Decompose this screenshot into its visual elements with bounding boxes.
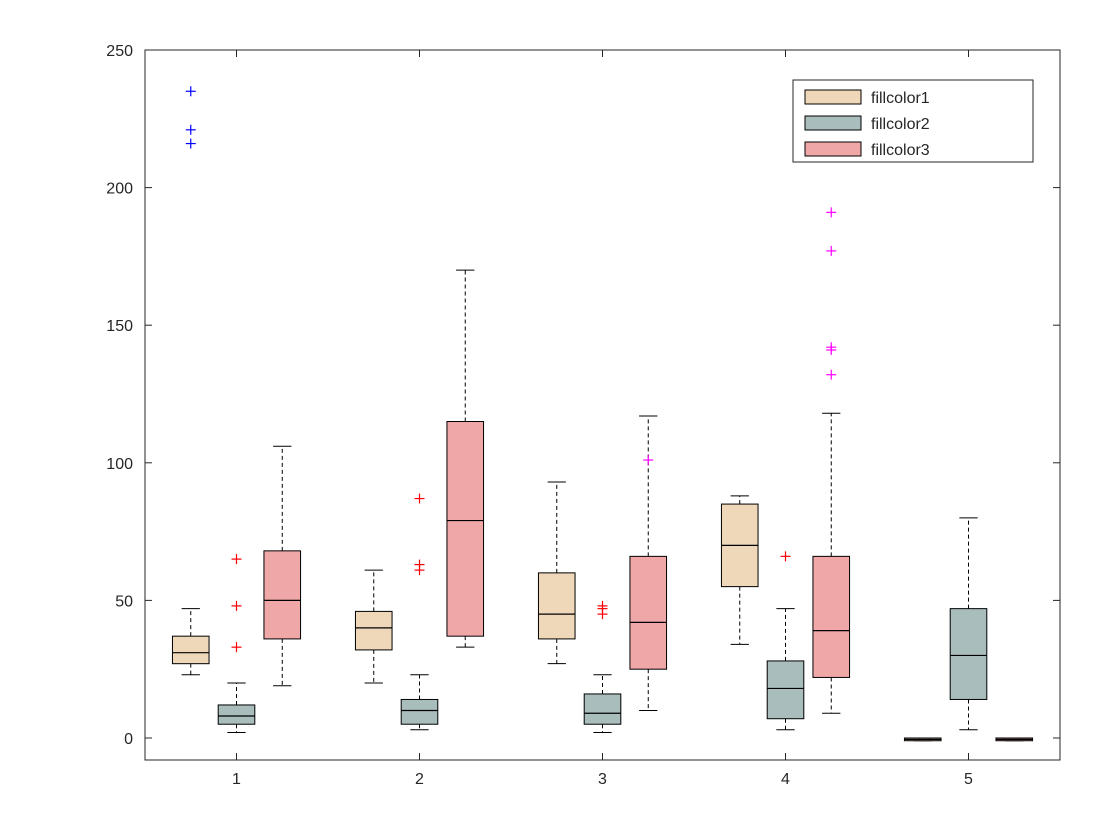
box-rect: [401, 699, 438, 724]
box-rect: [584, 694, 621, 724]
box-rect: [355, 611, 392, 650]
y-tick-label: 200: [106, 181, 133, 198]
x-tick-label: 2: [415, 771, 424, 788]
legend-label: fillcolor3: [871, 142, 930, 159]
box-rect: [172, 636, 209, 664]
chart-svg: 0 50 100 150 200 250 1 2 3 4 5 fillcolor1 fillcolor2…: [0, 0, 1120, 840]
x-tick-label: 3: [598, 771, 607, 788]
box-rect: [538, 573, 575, 639]
box-rect: [264, 551, 301, 639]
box-rect: [950, 609, 987, 700]
y-tick-label: 0: [124, 731, 133, 748]
box-rect: [767, 661, 804, 719]
y-tick-label: 150: [106, 318, 133, 335]
legend-label: fillcolor2: [871, 116, 930, 133]
box-rect: [218, 705, 255, 724]
box-rect: [447, 422, 484, 637]
legend-swatch: [805, 142, 861, 156]
legend-swatch: [805, 116, 861, 130]
box-rect: [630, 556, 667, 669]
box-fillcolor3-5: [996, 738, 1033, 741]
x-tick-label: 5: [964, 771, 973, 788]
legend-label: fillcolor1: [871, 90, 930, 107]
y-tick-label: 50: [115, 593, 133, 610]
x-tick-label: 4: [781, 771, 790, 788]
box-fillcolor1-5: [904, 738, 941, 741]
y-tick-label: 250: [106, 43, 133, 60]
boxplot-chart: 0 50 100 150 200 250 1 2 3 4 5 fillcolor1 fillcolor2…: [0, 0, 1120, 840]
legend-swatch: [805, 90, 861, 104]
box-rect: [813, 556, 850, 677]
x-tick-label: 1: [232, 771, 241, 788]
y-tick-label: 100: [106, 456, 133, 473]
